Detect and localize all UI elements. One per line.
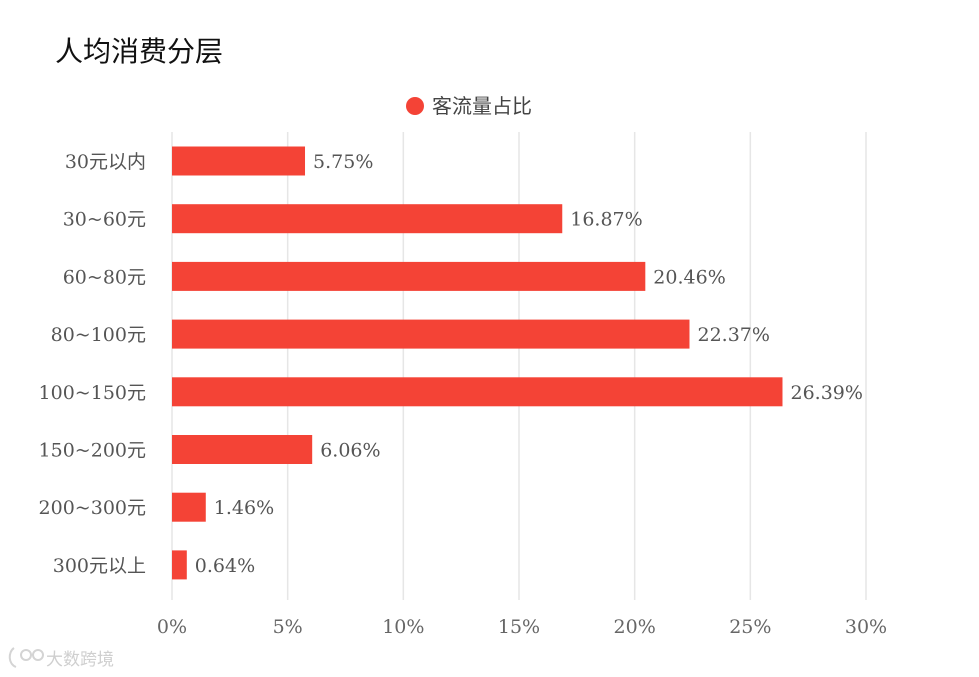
bar <box>172 435 313 464</box>
x-tick-label: 0% <box>157 616 187 638</box>
x-tick-label: 25% <box>729 616 771 638</box>
category-labels: 30元以内 30~60元 60~80元 80~100元 100~150元 150~200元… <box>39 151 146 577</box>
bar-value-label: 1.46% <box>214 497 274 519</box>
category-label: 80~100元 <box>51 324 146 346</box>
bar-value-label: 0.64% <box>195 555 255 577</box>
bar <box>172 261 646 291</box>
watermark-text: 大数跨境 <box>46 650 114 670</box>
bar <box>172 146 306 176</box>
bar <box>172 204 563 234</box>
category-label: 100~150元 <box>39 382 146 404</box>
category-label: 200~300元 <box>39 497 146 519</box>
bar-value-label: 20.46% <box>653 266 725 288</box>
bar-value-label: 5.75% <box>313 151 373 173</box>
bar <box>172 319 690 349</box>
x-tick-label: 5% <box>273 616 303 638</box>
x-tick-label: 30% <box>845 616 887 638</box>
watermark: 大数跨境 <box>8 647 114 670</box>
category-label: 30元以内 <box>65 151 146 173</box>
bar <box>172 550 187 580</box>
bars <box>172 146 783 580</box>
x-tick-label: 15% <box>498 616 540 638</box>
gridlines <box>171 132 867 600</box>
category-label: 60~80元 <box>63 266 146 288</box>
category-label: 30~60元 <box>63 209 146 231</box>
bar <box>172 492 206 522</box>
legend-label: 客流量占比 <box>432 94 532 118</box>
x-axis-ticks: 0% 5% 10% 15% 20% 25% 30% <box>157 616 887 638</box>
bar-value-label: 26.39% <box>790 382 862 404</box>
legend-marker <box>406 97 424 115</box>
bar-value-label: 16.87% <box>570 209 642 231</box>
category-label: 150~200元 <box>39 440 146 462</box>
bar-value-label: 22.37% <box>697 324 769 346</box>
value-labels: 5.75% 16.87% 20.46% 22.37% 26.39% 6.06% 1.46% 0… <box>195 151 863 577</box>
x-tick-label: 20% <box>614 616 656 638</box>
category-label: 300元以上 <box>53 555 146 577</box>
x-tick-label: 10% <box>382 616 424 638</box>
legend[interactable]: 客流量占比 <box>406 94 532 118</box>
bar <box>172 377 783 407</box>
watermark-logo-icon <box>8 647 44 668</box>
chart-title: 人均消费分层 <box>55 35 223 68</box>
bar-value-label: 6.06% <box>320 440 380 462</box>
